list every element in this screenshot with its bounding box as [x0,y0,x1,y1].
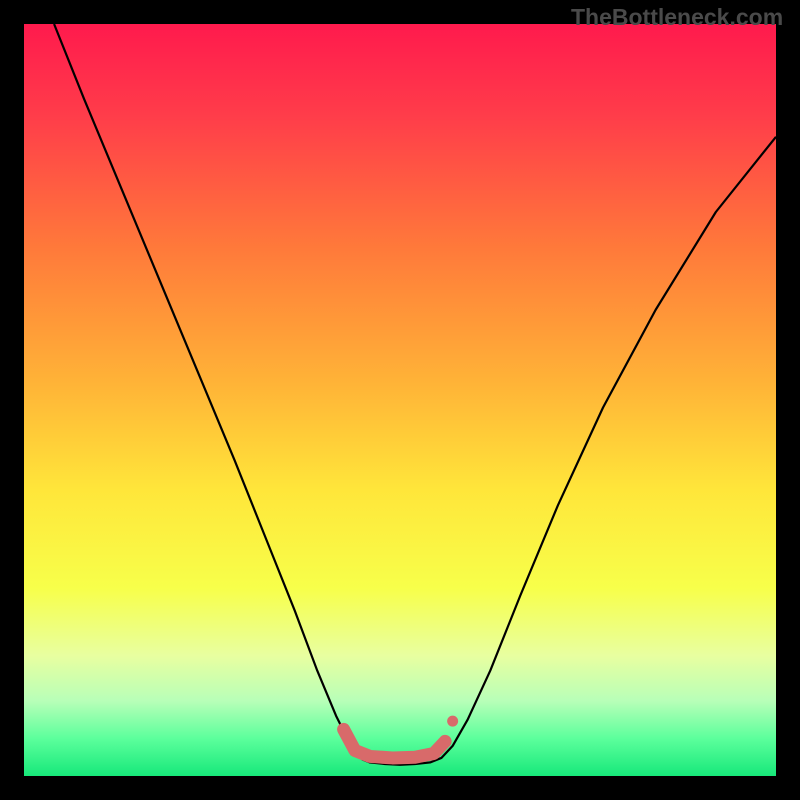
chart-frame [24,24,776,776]
optimal-range-marker-end [447,716,458,727]
plot-svg [24,24,776,776]
plot-background [24,24,776,776]
watermark: TheBottleneck.com [571,4,783,31]
